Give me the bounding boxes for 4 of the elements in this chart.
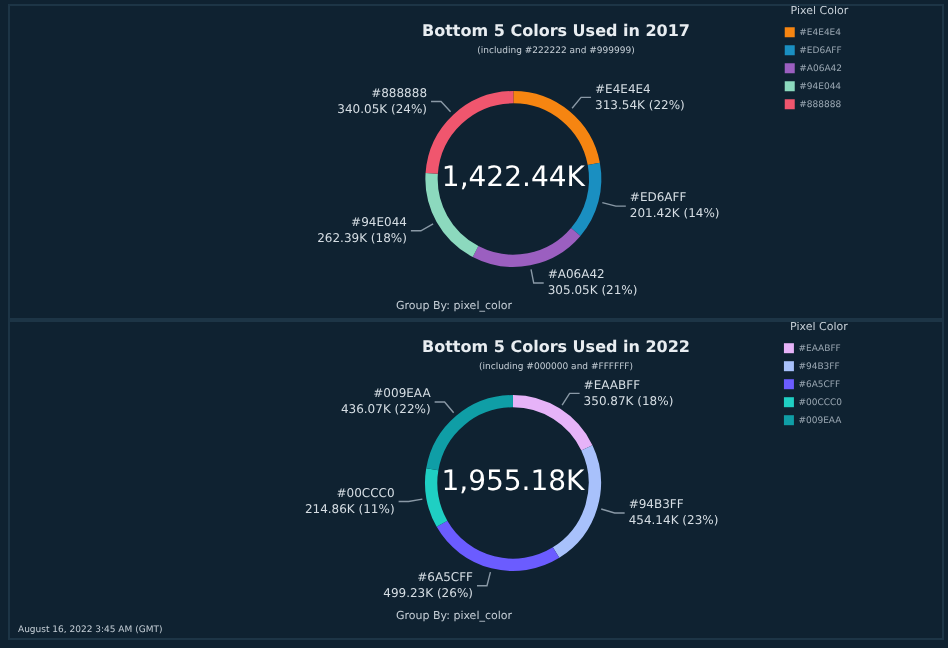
text: 1,955.18K [441, 466, 587, 499]
chart-title: Bottom 5 Colors Used in 2022 [422, 337, 690, 356]
text: 1,422.44K [441, 162, 587, 195]
chart-title: Bottom 5 Colors Used in 2017 [422, 21, 690, 40]
